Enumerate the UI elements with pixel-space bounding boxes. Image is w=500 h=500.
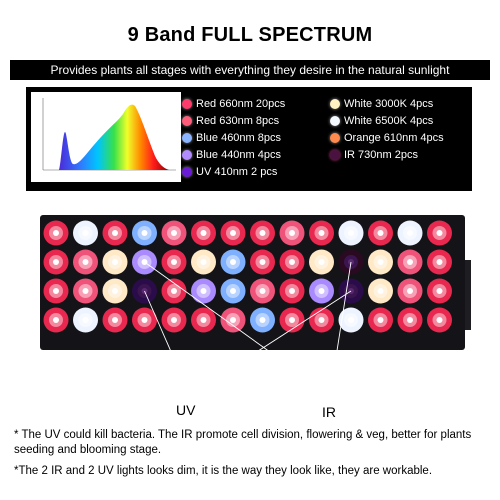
- page-subtitle: Provides plants all stages with everythi…: [10, 60, 490, 80]
- led-core: [171, 317, 177, 323]
- led-core: [141, 317, 148, 323]
- led-core: [200, 230, 207, 236]
- ir-callout-label: IR: [322, 404, 336, 420]
- led-core: [82, 230, 89, 236]
- led-core: [171, 230, 177, 236]
- led-core: [82, 259, 89, 265]
- led-core: [377, 317, 384, 323]
- led-core: [407, 317, 413, 323]
- legend-item-white6500: White 6500K 4pcs: [330, 114, 433, 128]
- legend-item-ir730: IR 730nm 2pcs: [330, 148, 418, 162]
- led-core: [82, 317, 89, 323]
- led-core: [318, 288, 325, 294]
- led-core: [82, 288, 89, 294]
- led-core: [200, 288, 207, 294]
- led-core: [200, 259, 207, 265]
- led-core: [141, 230, 148, 236]
- led-core: [259, 288, 266, 294]
- led-core: [171, 288, 177, 294]
- led-core: [407, 230, 413, 236]
- spectrum-box: Red 660nm 20pcs Red 630nm 8pcs Blue 460n…: [26, 87, 472, 191]
- legend-item-white3000: White 3000K 4pcs: [330, 97, 433, 111]
- led-core: [377, 288, 384, 294]
- legend-item-red630: Red 630nm 8pcs: [182, 114, 279, 128]
- led-core: [112, 259, 118, 265]
- led-panel-graphic: [40, 215, 471, 396]
- led-core: [171, 259, 177, 265]
- legend-item-red660: Red 660nm 20pcs: [182, 97, 285, 111]
- led-core: [289, 230, 295, 236]
- led-core: [259, 259, 266, 265]
- led-core: [377, 230, 384, 236]
- led-core: [53, 259, 59, 265]
- led-core: [289, 288, 295, 294]
- led-core: [436, 259, 443, 265]
- led-dot-icon: [330, 116, 340, 127]
- led-core: [230, 230, 236, 236]
- led-dot-icon: [182, 99, 192, 110]
- led-core: [259, 230, 266, 236]
- led-dot-icon: [330, 133, 340, 144]
- led-core: [436, 230, 443, 236]
- led-core: [436, 317, 443, 323]
- led-core: [318, 259, 325, 265]
- panel-side-bracket: [465, 260, 471, 330]
- legend-item-orange610: Orange 610nm 4pcs: [330, 131, 444, 145]
- led-dot-icon: [182, 116, 192, 127]
- led-core: [436, 288, 443, 294]
- led-core: [230, 288, 236, 294]
- led-core: [289, 259, 295, 265]
- led-core: [377, 259, 384, 265]
- legend-item-blue460: Blue 460nm 8pcs: [182, 131, 281, 145]
- led-dot-icon: [330, 150, 340, 161]
- led-dot-icon: [330, 99, 340, 110]
- led-dot-icon: [182, 133, 192, 144]
- notes-section: * The UV could kill bacteria. The IR pro…: [14, 428, 494, 485]
- spectrum-curve: [42, 98, 176, 171]
- led-core: [348, 230, 354, 236]
- spectrum-graph: [31, 92, 181, 182]
- led-core: [318, 230, 325, 236]
- led-core: [318, 317, 325, 323]
- led-core: [289, 317, 295, 323]
- led-core: [259, 317, 266, 323]
- page-title: 9 Band FULL SPECTRUM: [127, 24, 373, 46]
- led-dot-icon: [182, 167, 192, 178]
- led-core: [53, 317, 59, 323]
- led-core: [53, 230, 59, 236]
- led-core: [230, 317, 236, 323]
- led-core: [407, 259, 413, 265]
- led-dot-icon: [182, 150, 192, 161]
- led-core: [230, 259, 236, 265]
- led-core: [348, 317, 354, 323]
- led-panel: [0, 205, 500, 396]
- led-core: [112, 288, 118, 294]
- led-core: [407, 288, 413, 294]
- note-dim-lights: *The 2 IR and 2 UV lights looks dim, it …: [14, 465, 433, 477]
- led-core: [112, 230, 118, 236]
- led-core: [200, 317, 207, 323]
- legend-item-blue440: Blue 440nm 4pcs: [182, 148, 281, 162]
- note-uv-ir: * The UV could kill bacteria. The IR pro…: [14, 429, 472, 456]
- legend-item-uv410: UV 410nm 2 pcs: [182, 165, 277, 179]
- uv-callout-label: UV: [176, 402, 196, 418]
- led-core: [53, 288, 59, 294]
- led-core: [112, 317, 118, 323]
